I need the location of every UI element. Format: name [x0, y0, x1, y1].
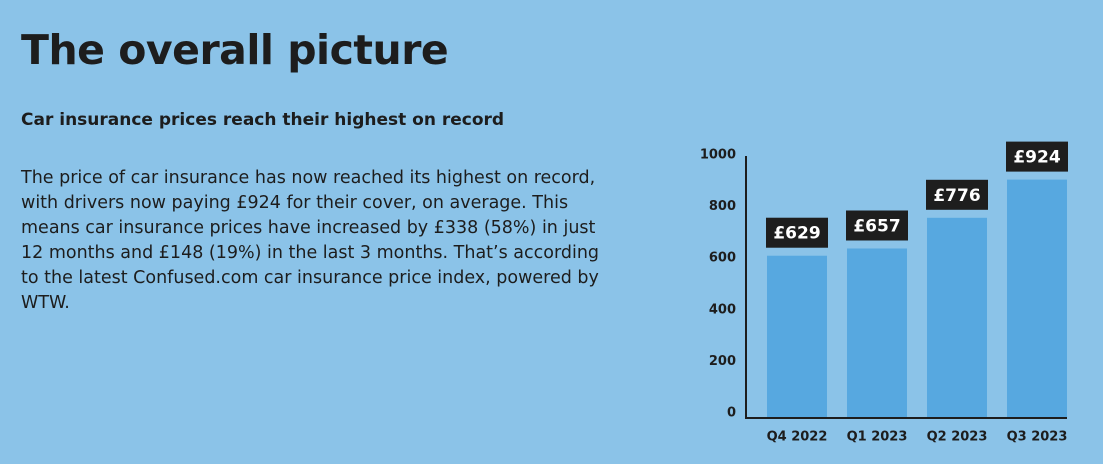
y-tick-label: 0	[727, 406, 736, 421]
y-tick-label: 400	[709, 302, 736, 317]
bar	[767, 255, 827, 418]
y-tick-label: 600	[709, 251, 736, 266]
value-label: £924	[1013, 148, 1060, 168]
x-tick-label: Q2 2023	[927, 430, 988, 445]
bar	[927, 217, 987, 418]
paragraph: The price of car insurance has now reach…	[21, 168, 600, 313]
value-label-box	[766, 217, 828, 248]
value-label: £629	[773, 224, 820, 244]
value-label: £657	[853, 216, 900, 236]
value-label-box	[1006, 141, 1068, 172]
page-title: The overall picture	[21, 26, 449, 74]
value-label-box	[846, 210, 908, 241]
y-tick-label: 1000	[700, 148, 736, 163]
y-tick-label: 200	[709, 354, 736, 369]
subtitle: Car insurance prices reach their highest…	[21, 110, 505, 130]
bar	[847, 248, 907, 418]
x-tick-label: Q1 2023	[847, 430, 908, 445]
x-tick-label: Q3 2023	[1007, 430, 1068, 445]
bar	[1007, 179, 1067, 418]
x-tick-label: Q4 2022	[767, 430, 828, 445]
value-label-box	[926, 179, 988, 210]
value-label: £776	[933, 186, 980, 206]
y-tick-label: 800	[709, 199, 736, 214]
